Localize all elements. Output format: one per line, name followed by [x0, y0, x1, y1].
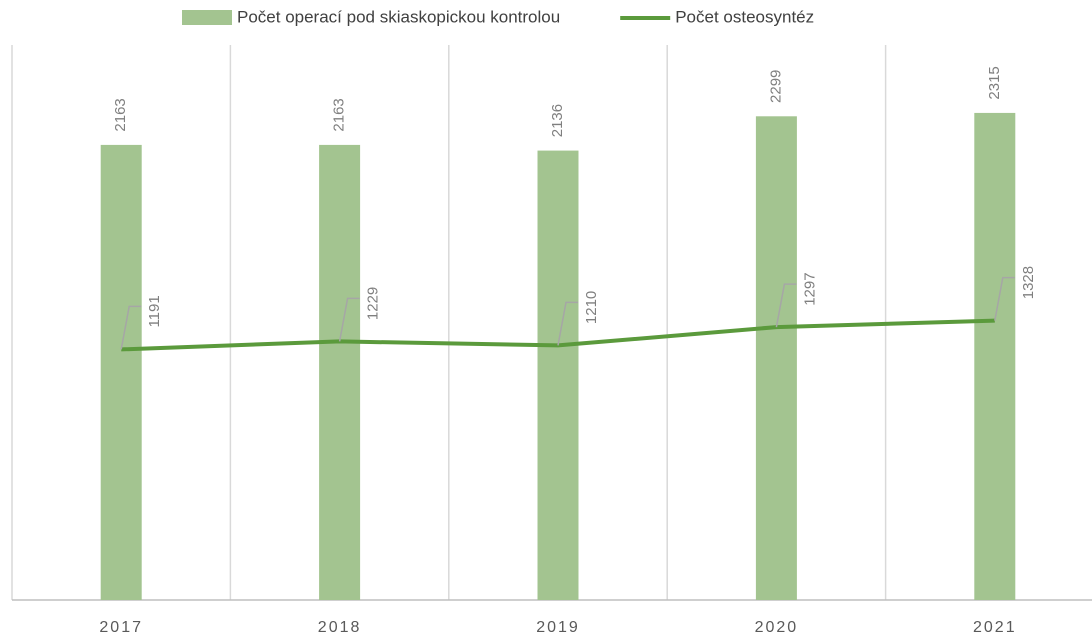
x-tick-label: 2020: [755, 619, 799, 635]
data-label: 1191: [146, 295, 163, 327]
data-label: 1328: [1020, 266, 1037, 299]
x-tick-label: 2019: [536, 619, 580, 635]
x-tick-label: 2017: [99, 619, 143, 635]
data-label: 2163: [331, 98, 348, 131]
leader-line: [775, 283, 797, 328]
leader-line: [994, 276, 1015, 321]
data-label: 2163: [112, 98, 129, 131]
legend-swatch: [182, 10, 232, 25]
legend-label: Počet osteosyntéz: [675, 7, 814, 26]
bar: [100, 144, 142, 601]
data-label: 2315: [986, 66, 1003, 99]
data-label: 2136: [549, 104, 566, 137]
x-tick-label: 2018: [318, 619, 362, 635]
bar: [755, 116, 797, 600]
bar: [537, 150, 579, 600]
x-tick-label: 2021: [973, 619, 1017, 635]
leader-line: [557, 301, 578, 346]
data-label: 2299: [767, 70, 784, 103]
data-label: 1210: [583, 291, 600, 324]
bar: [319, 144, 361, 601]
leader-line: [120, 305, 142, 350]
leader-line: [338, 297, 360, 342]
legend: Počet operací pod skiaskopickou kontrolo…: [182, 7, 814, 26]
data-label: 1229: [365, 287, 382, 320]
legend-label: Počet operací pod skiaskopickou kontrolo…: [237, 7, 560, 26]
data-label: 1297: [801, 272, 818, 305]
bar: [974, 112, 1016, 600]
